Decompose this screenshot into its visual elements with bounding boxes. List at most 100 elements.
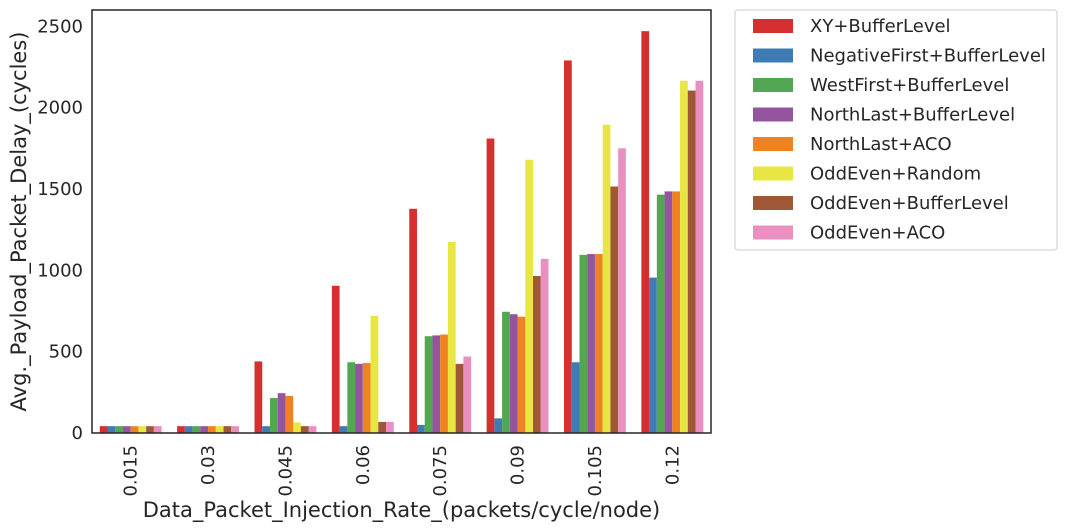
bar [339,426,348,433]
y-tick-label: 500 [49,342,83,363]
bar [122,426,131,433]
bar [362,363,371,433]
bar [687,90,696,433]
bar [231,426,240,433]
bar [424,336,433,433]
bar [409,208,417,433]
bar [695,80,704,434]
bar [146,426,154,433]
legend-label: NorthLast+ACO [810,134,952,155]
bar [130,426,139,433]
bar [533,276,541,433]
bar [680,80,688,434]
x-axis-title: Data_Packet_Injection_Rate_(packets/cycl… [143,498,661,523]
plot-frame [91,9,712,434]
x-axis: 0.015 0.03 0.045 0.06 0.075 0.09 0.105 0.12 [121,445,684,497]
bar [486,138,495,433]
bar [618,148,626,434]
bar [509,314,518,433]
bar [656,194,665,433]
y-axis-title: Avg._Payload_Packet_Delay_(cycles) [7,32,32,412]
bar [331,285,340,433]
legend-swatch [753,166,793,181]
bar [308,426,317,433]
bar [672,191,681,433]
bar [494,418,503,433]
legend: XY+BufferLevel NegativeFirst+BufferLevel W… [734,9,1058,251]
bar [262,426,270,433]
bar [277,393,286,433]
bar [355,363,363,433]
bar [386,421,394,433]
bar [594,254,603,433]
bar [502,311,510,433]
bar [285,395,294,433]
bar [184,426,193,433]
x-tick-label: 0.03 [198,445,219,485]
legend-swatch [753,137,793,151]
bar [447,241,456,433]
bar [347,362,356,433]
legend-swatch [753,48,793,63]
bar [192,426,201,433]
bar [300,426,309,433]
legend-label: XY+BufferLevel [810,16,951,37]
bar [293,422,301,433]
bar [540,258,549,433]
x-tick-label: 0.06 [353,445,374,485]
legend-label: OddEven+BufferLevel [810,193,1009,214]
bar [525,159,534,433]
bar [177,426,185,433]
bar [455,363,464,433]
bar [587,254,595,433]
bar [463,356,472,433]
bar [269,398,278,433]
legend-box [734,9,1058,251]
legend-label: NegativeFirst+BufferLevel [810,46,1046,67]
y-tick-label: 1000 [37,260,83,281]
legend-label: OddEven+ACO [810,223,945,244]
bar [138,426,147,433]
y-tick-label: 2000 [37,98,83,119]
bar [432,335,441,433]
legend-label: WestFirst+BufferLevel [810,75,1009,96]
bar [200,426,209,433]
bar [602,124,611,433]
bar [664,191,673,433]
bar [416,424,425,433]
bar [571,362,580,433]
x-tick-label: 0.12 [662,445,683,485]
bar [223,426,232,433]
legend-swatch [753,107,793,122]
bar [440,334,448,433]
bar [579,254,588,433]
legend-swatch [753,196,793,210]
bar [115,426,123,433]
legend-label: OddEven+Random [810,164,981,185]
x-tick-label: 0.09 [508,445,529,485]
y-axis: 0 500 1000 1500 2000 2500 [37,16,83,444]
bar [99,426,108,433]
bar [563,60,572,434]
y-tick-label: 2500 [37,16,83,37]
plot-area [91,9,712,434]
legend-swatch [753,19,793,33]
legend-label: NorthLast+BufferLevel [810,105,1015,126]
x-tick-label: 0.045 [275,445,296,497]
bar [107,426,116,433]
bar [254,361,263,433]
x-tick-label: 0.015 [121,445,142,497]
bar [208,426,216,433]
bar [641,31,650,434]
bar [215,426,224,433]
x-tick-label: 0.105 [585,445,606,497]
y-tick-label: 1500 [37,179,83,200]
bar [153,426,162,433]
bar [649,277,657,433]
bar [378,421,387,433]
y-tick-label: 0 [72,423,83,444]
legend-swatch [753,225,793,240]
x-tick-label: 0.075 [430,445,451,497]
bar [610,186,619,433]
